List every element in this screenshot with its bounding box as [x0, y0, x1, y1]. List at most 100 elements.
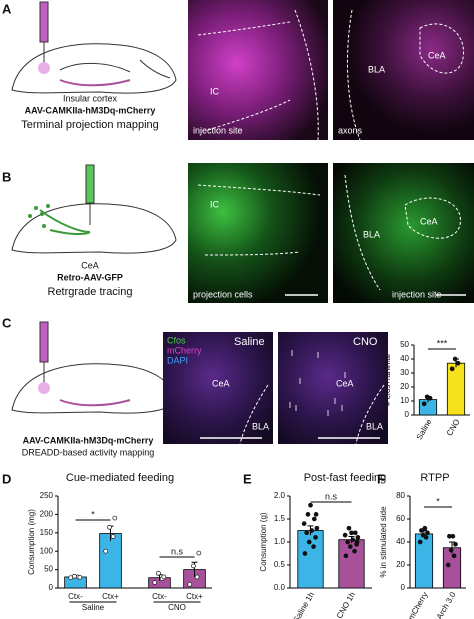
y-tick-label: 40 — [400, 354, 409, 363]
chart-title: Cue-mediated feeding — [66, 472, 174, 484]
data-point — [313, 535, 318, 540]
data-point — [350, 537, 356, 543]
data-point — [306, 539, 312, 545]
data-point — [347, 544, 353, 549]
x-tick-label: Saline — [415, 417, 434, 441]
y-axis-label: Consumption (g) — [259, 512, 268, 571]
y-tick-label: 0.5 — [274, 560, 286, 569]
y-tick-label: 250 — [40, 491, 54, 500]
data-point — [302, 551, 308, 556]
data-point — [422, 525, 428, 531]
image-title: CNO — [353, 336, 378, 348]
y-tick-label: 80 — [396, 491, 405, 500]
region-label: CeA — [212, 378, 230, 388]
y-tick-label: 2.0 — [274, 491, 286, 500]
data-point — [103, 548, 109, 554]
region-label: IC — [210, 199, 220, 209]
data-point — [309, 528, 315, 533]
region-label: BLA — [368, 64, 385, 74]
data-point — [452, 356, 458, 362]
data-point — [313, 512, 319, 517]
image-caption: injection site — [392, 289, 442, 299]
bar — [338, 539, 365, 589]
x-tick-label: Arch 3.0 — [435, 590, 458, 619]
data-point — [156, 570, 161, 576]
data-point — [419, 528, 424, 533]
micrograph — [188, 163, 328, 303]
panel-letter: F — [377, 471, 385, 486]
data-point — [305, 512, 311, 517]
x-tick-label: CNO 1h — [335, 591, 357, 619]
data-point — [450, 533, 456, 539]
data-point — [191, 563, 196, 569]
group-label: Saline — [82, 603, 105, 612]
region-label: CeA — [428, 50, 446, 60]
significance-label: * — [436, 496, 440, 506]
caption: Retrgrade tracing — [48, 286, 133, 298]
significance-label: n.s — [171, 546, 184, 556]
panel-letter: C — [2, 315, 12, 330]
y-tick-label: 40 — [396, 537, 405, 546]
y-tick-label: 20 — [396, 560, 405, 569]
micrograph — [163, 332, 273, 444]
region-label: BLA — [252, 421, 269, 431]
x-tick-label: Ctx- — [68, 592, 83, 601]
data-point — [311, 516, 317, 522]
data-point — [449, 366, 455, 372]
y-tick-label: 0 — [401, 583, 406, 592]
data-point — [453, 541, 458, 547]
data-point — [352, 548, 357, 554]
data-point — [349, 530, 354, 536]
y-tick-label: 50 — [44, 565, 53, 574]
micrograph — [278, 332, 388, 444]
data-point — [194, 574, 200, 580]
y-tick-label: 150 — [40, 528, 54, 537]
panel-letter: E — [243, 471, 252, 486]
legend-label: Cfos — [167, 335, 186, 345]
data-point — [346, 525, 352, 531]
data-point — [451, 553, 457, 559]
outline — [239, 384, 269, 445]
group-label: CNO — [168, 603, 186, 612]
outline — [344, 174, 461, 291]
mouse-brain-c — [11, 321, 177, 414]
image-caption: projection cells — [193, 289, 253, 299]
bar — [297, 530, 324, 589]
data-point — [445, 562, 451, 568]
image-title: Saline — [234, 336, 265, 348]
data-point — [187, 581, 193, 587]
data-point — [421, 401, 427, 407]
micrograph — [333, 0, 474, 140]
image-caption: axons — [338, 125, 363, 135]
data-point — [417, 539, 423, 545]
outline — [346, 9, 464, 141]
data-point — [345, 539, 351, 545]
x-tick-label: Ctx+ — [186, 592, 203, 601]
cfos-arrows — [289, 350, 346, 416]
mouse-brain-a — [11, 1, 177, 94]
micrograph — [333, 163, 474, 303]
data-point — [72, 573, 77, 579]
significance-label: * — [91, 509, 95, 519]
x-tick-label: CNO — [445, 418, 462, 438]
x-tick-label: mCherry — [406, 591, 429, 619]
y-tick-label: 10 — [400, 396, 409, 405]
bar — [442, 547, 462, 589]
image-caption: injection site — [193, 125, 243, 135]
panel-letter: A — [2, 1, 12, 16]
region-label: IC — [210, 86, 220, 96]
y-tick-label: 20 — [400, 382, 409, 391]
data-point — [301, 521, 307, 526]
y-tick-label: 200 — [40, 510, 54, 519]
data-point — [420, 532, 426, 538]
data-point — [110, 534, 116, 539]
bar — [64, 576, 87, 589]
y-tick-label: 0 — [49, 583, 54, 592]
significance-label: *** — [437, 338, 448, 348]
data-point — [355, 535, 361, 540]
caption: Insular cortex — [63, 93, 118, 103]
caption: DREADD-based activity mapping — [22, 447, 155, 457]
data-point — [424, 394, 430, 400]
mouse-brain-b — [11, 164, 177, 254]
